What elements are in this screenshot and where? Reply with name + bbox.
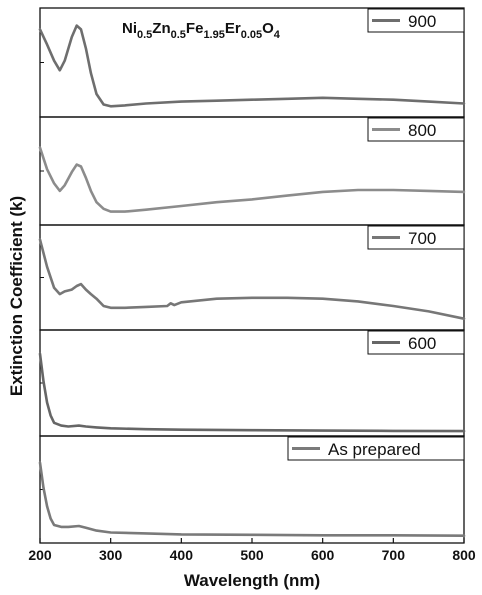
formula-part: Fe: [185, 20, 204, 37]
legend-label: As prepared: [328, 440, 421, 459]
series-line: [38, 352, 466, 433]
legend-box: [367, 330, 465, 355]
x-tick-label: 400: [170, 547, 194, 563]
formula-part: 1.95: [203, 29, 225, 41]
formula-part: 0.05: [240, 29, 263, 41]
legend-box: [367, 8, 465, 33]
legend-label: 900: [408, 12, 436, 31]
legend-box: [367, 117, 465, 142]
x-tick-label: 200: [28, 547, 52, 563]
series-line: [38, 24, 466, 108]
legend-box: [287, 436, 465, 461]
legend-label: 600: [408, 334, 436, 353]
series-line: [38, 461, 466, 537]
x-tick-label: 700: [382, 547, 406, 563]
legend-label: 800: [408, 121, 436, 140]
legend-box: [367, 225, 465, 250]
formula-part: 0.5: [137, 29, 153, 41]
formula-part: Er: [224, 20, 241, 37]
y-axis-label: Extinction Coefficient (k): [7, 195, 26, 397]
x-tick-label: 500: [240, 547, 264, 563]
legend-label: 700: [408, 229, 436, 248]
x-axis-label: Wavelength (nm): [183, 571, 321, 590]
formula-part: Zn: [152, 20, 171, 37]
x-tick-label: 800: [452, 547, 476, 563]
series-line: [38, 238, 466, 320]
x-tick-label: 300: [99, 547, 123, 563]
series-line: [38, 146, 466, 213]
x-tick-label: 600: [311, 547, 335, 563]
composition-formula: Ni0.5Zn0.5Fe1.95Er0.05O4: [122, 20, 280, 41]
formula-part: 4: [273, 29, 280, 41]
formula-part: O: [262, 20, 274, 37]
formula-part: Ni: [122, 20, 137, 37]
formula-part: 0.5: [170, 29, 186, 41]
